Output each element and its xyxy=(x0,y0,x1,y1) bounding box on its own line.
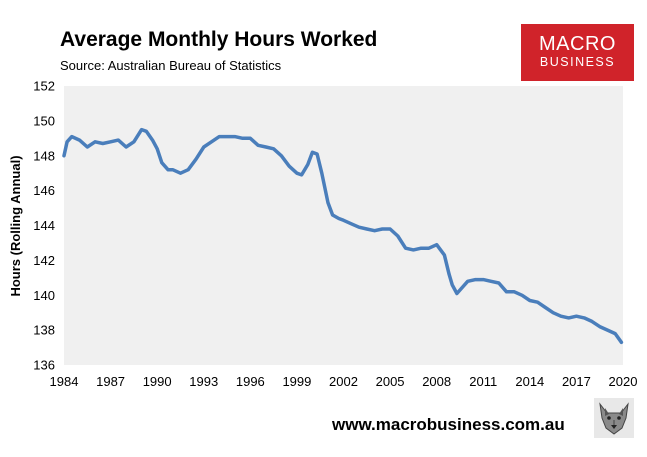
x-tick-label: 1984 xyxy=(50,374,79,389)
y-tick-label: 142 xyxy=(33,253,55,268)
x-tick-label: 2011 xyxy=(469,374,497,389)
wolf-icon xyxy=(594,398,634,438)
y-tick-label: 144 xyxy=(33,218,55,233)
x-tick-label: 2017 xyxy=(562,374,591,389)
x-axis-ticks: 1984 1987 1990 1993 1996 1999 2002 2005 2008 2011… xyxy=(50,374,638,389)
x-tick-label: 1993 xyxy=(189,374,218,389)
y-axis-ticks: 136 138 140 142 144 146 148 150 152 xyxy=(33,79,55,373)
x-tick-label: 1999 xyxy=(282,374,311,389)
logo-line-1: MACRO xyxy=(539,33,616,55)
y-tick-label: 136 xyxy=(33,358,55,373)
x-tick-label: 2020 xyxy=(609,374,638,389)
x-tick-label: 1996 xyxy=(236,374,265,389)
plot-area xyxy=(64,86,623,365)
footer-url: www.macrobusiness.com.au xyxy=(332,415,565,434)
x-tick-label: 2008 xyxy=(422,374,451,389)
x-tick-label: 2014 xyxy=(515,374,544,389)
x-tick-label: 2002 xyxy=(329,374,358,389)
x-tick-label: 1990 xyxy=(143,374,172,389)
logo-line-2: BUSINESS xyxy=(539,55,616,69)
y-tick-label: 150 xyxy=(33,113,55,128)
x-tick-label: 2005 xyxy=(376,374,405,389)
chart-title: Average Monthly Hours Worked xyxy=(60,28,378,51)
y-tick-label: 152 xyxy=(33,79,55,94)
y-axis-label: Hours (Rolling Annual) xyxy=(8,155,23,296)
y-tick-label: 138 xyxy=(33,323,55,338)
macrobusiness-logo: MACRO BUSINESS xyxy=(521,24,634,81)
x-tick-label: 1987 xyxy=(96,374,125,389)
y-tick-label: 146 xyxy=(33,183,55,198)
chart-subtitle: Source: Australian Bureau of Statistics xyxy=(60,58,282,73)
series-line xyxy=(62,127,624,345)
y-tick-label: 140 xyxy=(33,288,55,303)
y-tick-label: 148 xyxy=(33,148,55,163)
